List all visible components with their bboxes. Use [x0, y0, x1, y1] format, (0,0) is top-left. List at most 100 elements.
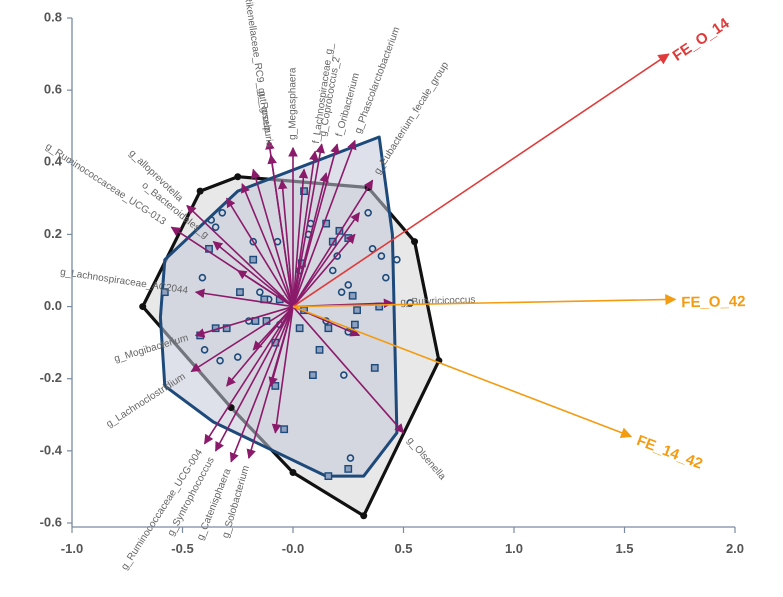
genus-arrow-f-lachnospiraceae-g — [292, 150, 319, 307]
y-tick-label: 0.4 — [44, 154, 63, 169]
x-tick-label: 1.0 — [505, 541, 523, 556]
genus-arrow — [277, 179, 294, 307]
circle-point — [333, 252, 342, 260]
y-tick-label: -0.6 — [40, 514, 62, 529]
x-tick-label: 2.0 — [726, 541, 744, 556]
genus-arrow — [292, 168, 309, 307]
square-point — [322, 219, 331, 228]
circle-point — [216, 356, 224, 365]
genus-arrow-g-coprococcus-2 — [292, 143, 325, 307]
genus-arrow — [241, 183, 294, 307]
square-point — [236, 288, 244, 297]
genus-arrow-g-lachnospiraceae-ac2044 — [194, 288, 294, 308]
genus-arrow — [268, 306, 294, 387]
hull-vertex — [196, 187, 204, 195]
circle-point — [198, 273, 207, 282]
genus-arrow-g-alloprevotella — [186, 204, 294, 308]
y-tick-label: 0.6 — [44, 82, 62, 97]
genus-label-g-megasphaera: g_Megasphaera — [288, 67, 299, 140]
genus-arrow-g-syntrophococcus — [214, 306, 294, 452]
x-tick-label: -0.0 — [282, 541, 304, 556]
y-tick-label: -0.2 — [40, 370, 62, 385]
group-label-fe-o-42: FE_O_42 — [681, 293, 746, 311]
x-tick-label: 0.5 — [394, 541, 412, 556]
genus-arrow-g-catenisphaera — [229, 306, 294, 463]
hull-vertex — [139, 303, 147, 311]
genus-arrow-g-lachnoclostridium — [190, 305, 294, 373]
group-arrow-fe-14-42 — [292, 305, 633, 439]
square-point — [271, 382, 280, 390]
circle-point — [393, 255, 401, 264]
circle-point — [207, 216, 216, 224]
x-tick-label: 1.5 — [615, 541, 633, 556]
hull-layer — [139, 135, 443, 520]
genus-arrow — [292, 172, 329, 307]
circle-point — [211, 223, 220, 232]
square-point — [295, 324, 304, 333]
hull-vertex — [411, 238, 419, 246]
circle-point — [337, 288, 346, 296]
y-tick-label: 0.0 — [44, 298, 62, 313]
group-label-fe-14-42: FE_14_42 — [634, 432, 705, 473]
circle-point — [218, 208, 227, 217]
circle-point — [256, 288, 264, 296]
genus-arrow — [292, 212, 360, 308]
group-label-fe-o-14: FE_O_14 — [670, 14, 733, 64]
square-point — [324, 472, 333, 481]
group-arrow-fe-o-14 — [292, 53, 670, 308]
circle-point — [233, 353, 242, 361]
axes-layer: 0.8 0.6 0.4 0.2 0.0 -0.2 -0.4 -0.6 -1.0 -0.5 -0.0 0… — [40, 9, 744, 556]
square-point — [315, 345, 324, 354]
circle-point — [340, 371, 348, 379]
genus-arrow — [251, 168, 294, 307]
group-arrow-fe-o-42 — [292, 293, 677, 308]
genus-arrow-g-ruminococcaceae-ucg-004 — [203, 306, 294, 445]
circle-point — [200, 346, 209, 354]
square-point — [249, 255, 258, 264]
circle-point — [406, 299, 414, 307]
square-point — [344, 464, 353, 473]
genus-arrow — [226, 306, 294, 387]
x-tick-label: -1.0 — [61, 541, 83, 556]
genus-arrow-g-mogibacterium — [194, 305, 294, 338]
y-tick-label: 0.2 — [44, 226, 62, 241]
square-point — [353, 306, 361, 315]
square-point — [280, 425, 289, 434]
circle-point — [328, 266, 337, 275]
circle-point — [377, 252, 386, 260]
circle-point — [346, 454, 355, 462]
genus-arrow — [271, 306, 294, 434]
x-tick-label: -0.5 — [171, 541, 193, 556]
square-point — [350, 320, 359, 329]
genus-arrow — [226, 197, 294, 307]
square-point — [300, 187, 308, 196]
genus-arrow-o-bacteroidales-g — [212, 241, 294, 308]
genus-label-g-olsenella: g_Olsenella — [405, 435, 448, 482]
square-point — [160, 288, 169, 297]
square-point — [324, 324, 333, 333]
square-point — [308, 371, 317, 380]
genus-label-g-butyricicoccus: g_Butyricicoccus — [400, 295, 475, 309]
hull-vertex — [234, 173, 242, 181]
square-group-hull — [158, 135, 399, 478]
circle-point — [382, 273, 390, 282]
square-point — [370, 363, 379, 372]
y-tick-label: -0.4 — [40, 442, 63, 457]
hull-vertex — [289, 469, 297, 476]
genus-arrow-g-olsenella — [292, 306, 405, 434]
circle-point — [249, 237, 258, 246]
genus-arrow — [236, 269, 294, 308]
genus-arrow — [292, 233, 356, 308]
circle-point — [344, 281, 353, 289]
hull-vertex — [360, 512, 368, 520]
circle-point — [368, 245, 377, 253]
square-point — [222, 324, 231, 333]
y-tick-label: 0.8 — [44, 9, 62, 24]
genus-label-g-lachnoclostridium: g_Lachnoclostridium — [104, 371, 187, 430]
genus-arrow-g-roseburia — [267, 154, 294, 307]
genus-label-g-roseburia: g_Roseburia — [256, 90, 275, 148]
genus-arrow-g-eubacterium-fecale-group — [292, 179, 374, 307]
genus-arrow-g-phascolarctobacterium — [292, 139, 357, 307]
